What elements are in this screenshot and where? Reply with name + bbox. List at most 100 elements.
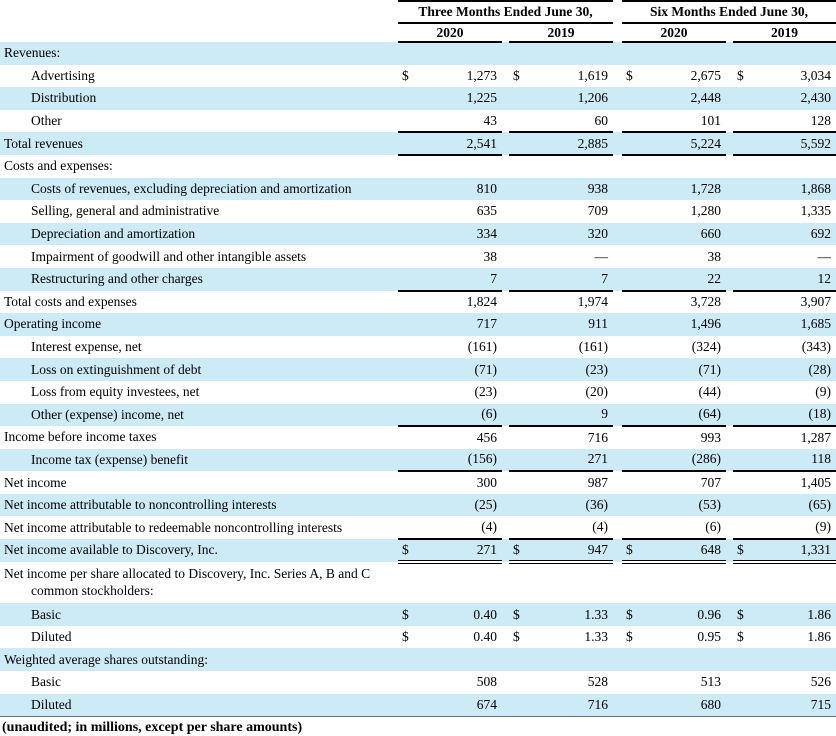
- column-gap: [502, 671, 509, 694]
- value-cell: 2,541: [398, 132, 502, 156]
- value: —: [594, 248, 609, 264]
- value-cell: (286): [622, 448, 727, 473]
- value: (20): [585, 384, 609, 400]
- value-cell: 128: [733, 109, 836, 134]
- year-column-header: 2019: [733, 23, 836, 43]
- value-cell: [733, 42, 836, 65]
- group-gap: [613, 245, 622, 268]
- table-row: Basic 508 528 513 526: [0, 671, 836, 694]
- value: (324): [691, 339, 722, 355]
- value: 716: [587, 429, 609, 445]
- column-gap: [502, 516, 509, 539]
- value-cell: $1,619: [509, 65, 613, 88]
- table-row: Diluted $0.40 $1.33 $0.95 $1.86: [0, 626, 836, 649]
- value-cell: 7: [398, 267, 502, 292]
- value-cell: 1,405: [733, 471, 836, 494]
- column-gap: [726, 155, 733, 178]
- table-row: Other (expense) income, net (6) 9 (64) (…: [0, 403, 836, 428]
- value: 0.95: [697, 629, 722, 645]
- value-cell: [509, 562, 613, 604]
- value-cell: $1.33: [509, 603, 614, 626]
- group-gap: [613, 471, 622, 494]
- group-gap: [613, 648, 623, 672]
- value-cell: [733, 155, 836, 178]
- value-cell: 1,496: [622, 313, 727, 336]
- group-gap: [613, 291, 622, 314]
- group-gap: [613, 65, 622, 88]
- value: 674: [476, 696, 497, 712]
- column-gap: [726, 222, 734, 246]
- income-statement-table: Three Months Ended June 30, Six Months E…: [0, 0, 836, 717]
- value-cell: 456: [398, 426, 502, 449]
- value: (4): [592, 519, 609, 535]
- value: 38: [707, 248, 722, 264]
- row-label: Loss on extinguishment of debt: [0, 358, 398, 381]
- value-cell: 271: [509, 448, 614, 473]
- table-row: Net income per share allocated to Discov…: [0, 562, 836, 604]
- value: 1.33: [584, 606, 609, 622]
- value: (18): [808, 406, 832, 422]
- table-body: Three Months Ended June 30, Six Months E…: [0, 0, 836, 717]
- value: 334: [476, 226, 497, 242]
- table-row: Total costs and expenses 1,824 1,974 3,7…: [0, 291, 836, 314]
- column-gap: [726, 448, 734, 472]
- table-row: Revenues:: [0, 42, 836, 65]
- value-cell: (71): [622, 358, 727, 381]
- column-gap: [502, 471, 509, 494]
- value-cell: (6): [622, 516, 727, 541]
- group-gap: [613, 562, 622, 604]
- row-label: Impairment of goodwill and other intangi…: [31, 248, 307, 264]
- value: 660: [700, 226, 722, 242]
- column-gap: [726, 426, 733, 449]
- column-gap: [502, 448, 509, 472]
- value-cell: 911: [509, 313, 614, 336]
- column-gap: [726, 603, 734, 626]
- value: 43: [483, 112, 498, 128]
- column-gap: [502, 65, 509, 88]
- value-cell: 101: [622, 109, 727, 134]
- value-cell: 1,335: [733, 200, 836, 223]
- value: 60: [594, 112, 609, 128]
- row-label: Depreciation and amortization: [0, 222, 398, 246]
- value-cell: 5,224: [622, 132, 727, 156]
- value: 648: [700, 541, 722, 557]
- value-cell: [733, 562, 836, 604]
- value-cell: —: [509, 245, 613, 268]
- period-group-six-months: Six Months Ended June 30,: [622, 0, 836, 24]
- dollar-sign: $: [402, 67, 409, 83]
- value: 2,430: [800, 90, 832, 106]
- value-cell: 1,824: [398, 291, 502, 314]
- value-cell: $2,675: [622, 65, 726, 88]
- value-cell: (23): [398, 381, 502, 404]
- column-gap: [726, 626, 733, 649]
- value-cell: (20): [509, 381, 613, 404]
- dollar-sign: $: [626, 67, 633, 83]
- table-row: Interest expense, net (161) (161) (324) …: [0, 336, 836, 359]
- value: 456: [476, 429, 497, 445]
- value-cell: 1,280: [622, 200, 726, 223]
- value-cell: (343): [733, 336, 836, 359]
- row-label: Net income available to Discovery, Inc.: [0, 539, 398, 562]
- table-row: Net income attributable to noncontrollin…: [0, 493, 836, 517]
- row-label: Selling, general and administrative: [31, 203, 220, 219]
- value: 526: [810, 674, 832, 690]
- column-gap: [726, 562, 733, 604]
- value-cell: (18): [733, 403, 836, 428]
- column-gap: [502, 245, 509, 268]
- value-cell: 118: [733, 448, 836, 473]
- value-cell: 513: [622, 671, 726, 694]
- row-label: Loss from equity investees, net: [31, 384, 200, 400]
- table-row: Costs of revenues, excluding depreciatio…: [0, 177, 836, 201]
- value-cell: [622, 648, 727, 672]
- table-row: Restructuring and other charges 7 7 22 1…: [0, 267, 836, 292]
- group-gap: [613, 358, 623, 381]
- column-gap: [502, 648, 509, 672]
- column-gap: [502, 155, 509, 178]
- value: 128: [810, 112, 832, 128]
- value-cell: (44): [622, 381, 726, 404]
- value-cell: $1.33: [509, 626, 613, 649]
- dollar-sign: $: [402, 541, 409, 557]
- value-cell: 938: [509, 177, 614, 201]
- table-row: Distribution 1,225 1,206 2,448 2,430: [0, 87, 836, 110]
- value-cell: $1,331: [733, 539, 836, 564]
